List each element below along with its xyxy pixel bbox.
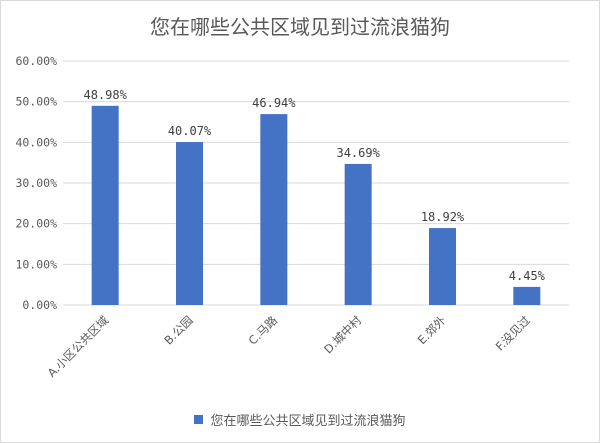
y-tick-label: 30.00% bbox=[15, 176, 57, 190]
chart-title: 您在哪些公共区域见到过流浪猫狗 bbox=[150, 15, 450, 39]
data-label: 34.69% bbox=[336, 146, 380, 160]
legend: 您在哪些公共区域见到过流浪猫狗 bbox=[1, 410, 599, 429]
data-label: 46.94% bbox=[252, 96, 296, 110]
y-tick-label: 10.00% bbox=[15, 257, 57, 271]
bar bbox=[91, 105, 119, 305]
bar bbox=[176, 142, 203, 305]
x-category-label: B.公园 bbox=[161, 313, 195, 347]
data-label: 18.92% bbox=[421, 210, 465, 224]
x-category-label: E.郊外 bbox=[415, 313, 449, 347]
x-category-label: A.小区公共区域 bbox=[45, 313, 112, 380]
y-tick-label: 20.00% bbox=[15, 217, 57, 231]
x-category-label: F.没见过 bbox=[493, 313, 534, 354]
data-label: 4.45% bbox=[509, 269, 546, 283]
bar bbox=[429, 228, 456, 305]
x-category-label: D.城中村 bbox=[321, 313, 364, 356]
data-label: 48.98% bbox=[83, 88, 127, 102]
y-tick-label: 50.00% bbox=[15, 95, 57, 109]
y-tick-label: 40.00% bbox=[15, 135, 57, 149]
data-label: 40.07% bbox=[168, 124, 212, 138]
legend-swatch bbox=[194, 415, 204, 424]
x-category-label: C.马路 bbox=[246, 313, 281, 348]
y-tick-label: 60.00% bbox=[15, 54, 57, 68]
bar bbox=[344, 163, 372, 305]
y-tick-label: 0.00% bbox=[22, 298, 57, 312]
bar bbox=[260, 114, 288, 306]
bar bbox=[513, 286, 541, 305]
legend-label: 您在哪些公共区域见到过流浪猫狗 bbox=[210, 414, 406, 429]
